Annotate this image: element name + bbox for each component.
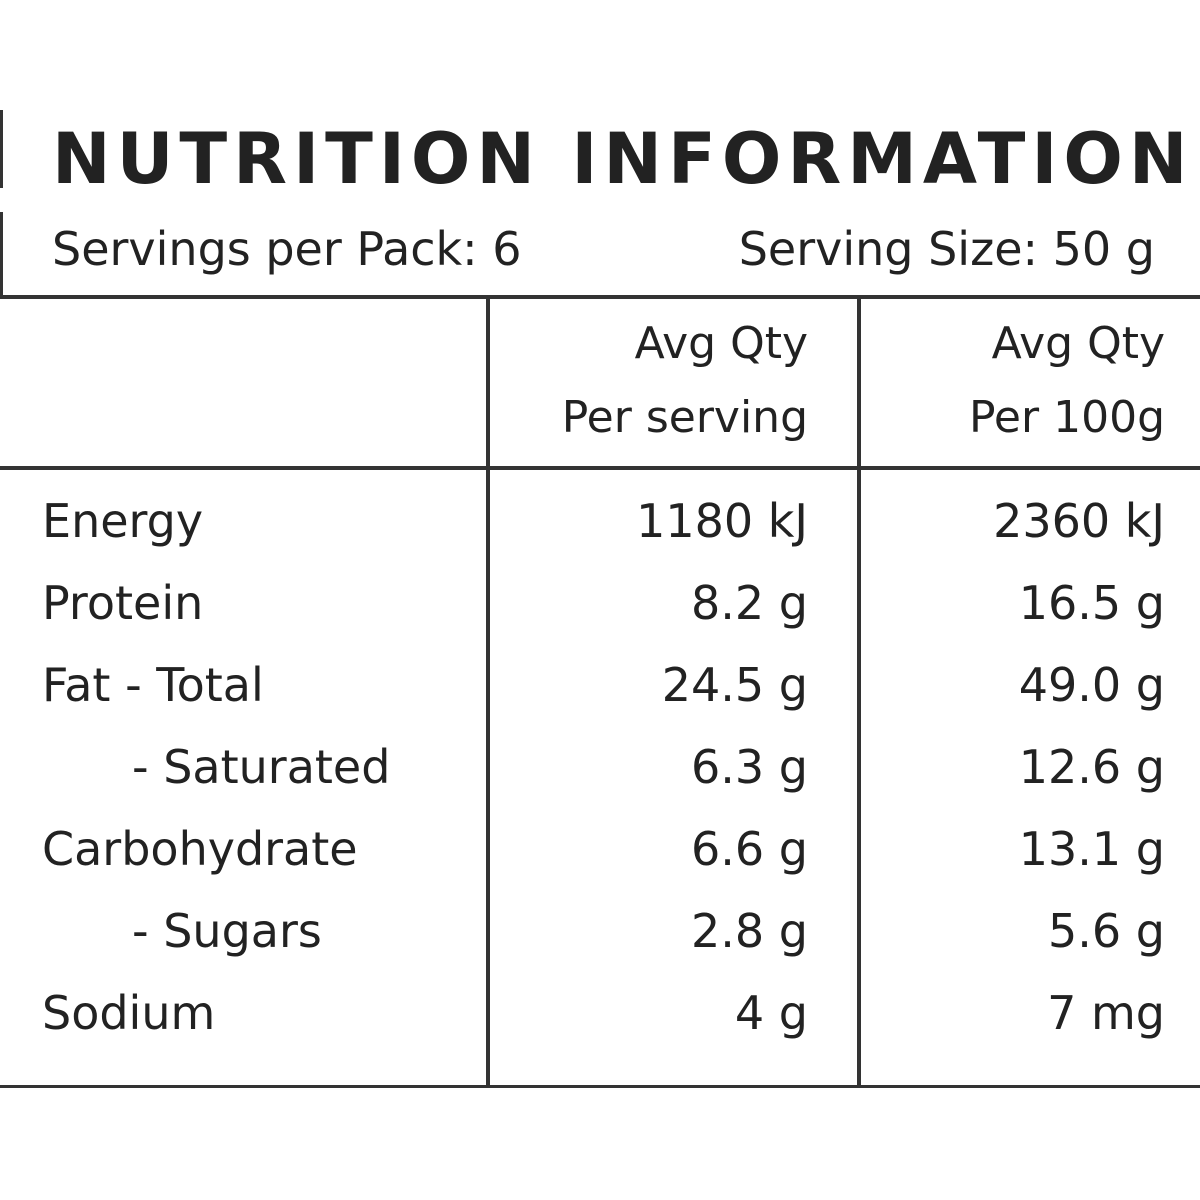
nutrient: Carbohydrate	[42, 822, 358, 876]
nutrient: Fat - Total	[42, 658, 264, 712]
per-100g: 7 mg	[1047, 986, 1165, 1040]
servings: Servings per Pack: 6	[52, 222, 522, 276]
serving-size: Serving Size: 50 g	[738, 222, 1155, 276]
nutrient: - Sugars	[132, 904, 322, 958]
nutrient: - Saturated	[132, 740, 391, 794]
column-header: Avg Qty	[991, 318, 1165, 369]
per-serving: 8.2 g	[691, 576, 808, 630]
col-divider	[857, 297, 861, 1087]
left-mark	[0, 212, 3, 296]
per-serving: 2.8 g	[691, 904, 808, 958]
per-100g: 2360 kJ	[993, 494, 1165, 548]
column-header: Per serving	[561, 392, 808, 443]
per-100g: 49.0 g	[1018, 658, 1165, 712]
per-serving: 6.3 g	[691, 740, 808, 794]
per-serving: 1180 kJ	[636, 494, 808, 548]
rule	[0, 295, 1200, 299]
column-header: Per 100g	[968, 392, 1165, 443]
per-100g: 16.5 g	[1018, 576, 1165, 630]
per-100g: 5.6 g	[1048, 904, 1165, 958]
rule	[0, 466, 1200, 470]
per-serving: 4 g	[734, 986, 808, 1040]
nutrient: Protein	[42, 576, 204, 630]
per-100g: 13.1 g	[1018, 822, 1165, 876]
col-divider	[486, 297, 490, 1087]
title: NUTRITION INFORMATION	[52, 118, 1194, 200]
rule	[0, 1085, 1200, 1088]
per-serving: 24.5 g	[661, 658, 808, 712]
left-mark	[0, 110, 3, 188]
column-header: Avg Qty	[634, 318, 808, 369]
nutrient: Sodium	[42, 986, 216, 1040]
per-serving: 6.6 g	[691, 822, 808, 876]
nutrient: Energy	[42, 494, 204, 548]
per-100g: 12.6 g	[1018, 740, 1165, 794]
